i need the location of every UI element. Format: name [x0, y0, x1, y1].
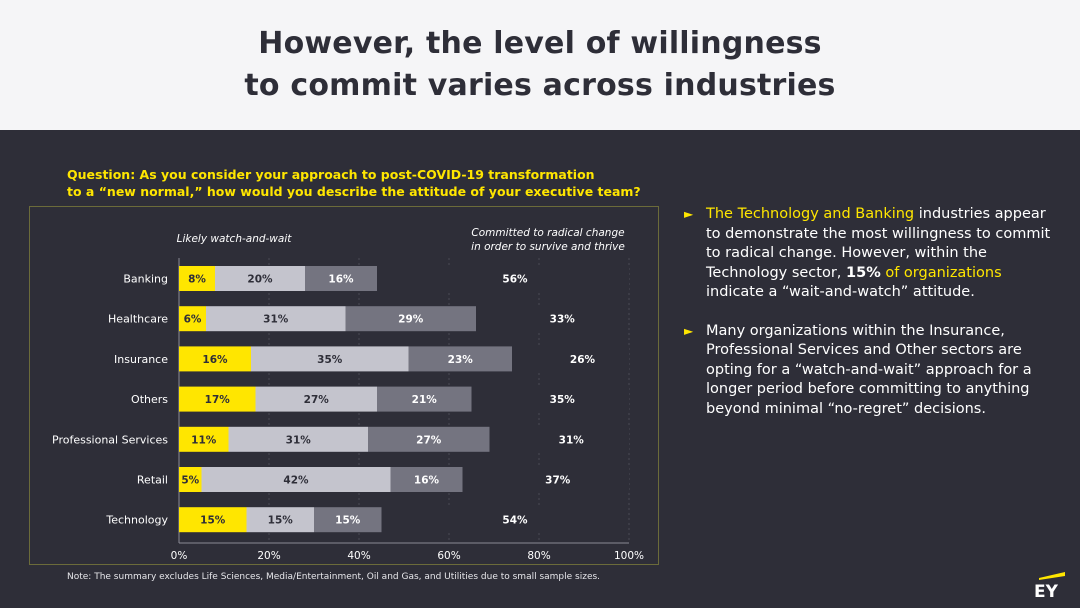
category-label: Healthcare	[108, 313, 168, 326]
ey-logo-beam	[1039, 572, 1065, 580]
category-label: Technology	[105, 514, 168, 527]
bar-segment	[179, 386, 256, 412]
arrow-icon: ►	[684, 323, 694, 338]
title-line-2: to commit varies across industries	[244, 68, 836, 103]
bar-segment	[471, 386, 629, 412]
data-label: 20%	[247, 274, 273, 286]
arrow-icon: ►	[684, 207, 694, 221]
bar-segment	[377, 266, 629, 291]
bar-segment	[179, 346, 251, 372]
annotation-committed-line-2: in order to survive and thrive	[471, 241, 625, 253]
bar-segment	[377, 386, 472, 412]
bar-segment	[305, 266, 377, 291]
bar-segment	[179, 306, 206, 332]
x-tick-label: 40%	[347, 550, 370, 562]
data-label: 21%	[412, 394, 438, 406]
category-label: Others	[131, 393, 168, 406]
data-label: 54%	[502, 515, 528, 527]
x-tick-label: 60%	[437, 550, 460, 562]
data-label: 16%	[414, 475, 440, 487]
bar-segment	[179, 426, 229, 452]
data-label: 35%	[550, 394, 576, 406]
annotation-watch-and-wait: Likely watch-and-wait	[177, 233, 293, 245]
data-label: 37%	[545, 475, 571, 487]
footnote: Note: The summary excludes Life Sciences…	[67, 572, 601, 582]
data-label: 31%	[286, 434, 312, 446]
data-label: 56%	[502, 274, 528, 286]
category-label: Professional Services	[52, 433, 168, 446]
bar-segment	[179, 467, 202, 492]
bar-segment	[489, 426, 629, 452]
bar-segment	[512, 346, 629, 372]
finding-2: ► Many organizations within the Insuranc…	[684, 322, 1054, 420]
data-label: 27%	[304, 394, 330, 406]
bar-segment	[215, 266, 305, 291]
finding-1-percent: 15%	[846, 264, 881, 281]
data-label: 23%	[448, 354, 474, 366]
bar-segment	[179, 266, 215, 291]
data-label: 5%	[181, 475, 199, 487]
bar-segment	[255, 386, 377, 412]
finding-2-text: Many organizations within the Insurance,…	[706, 322, 1032, 417]
data-label: 15%	[200, 515, 226, 527]
bar-segment	[368, 426, 490, 452]
bar-segment	[314, 507, 382, 533]
category-label: Retail	[137, 474, 168, 487]
category-label: Insurance	[114, 353, 168, 366]
x-tick-label: 100%	[614, 550, 644, 562]
data-label: 27%	[416, 434, 442, 446]
data-label: 31%	[263, 314, 289, 326]
key-findings: ► The Technology and Banking industries …	[684, 205, 1054, 419]
data-label: 11%	[191, 434, 217, 446]
data-label: 31%	[559, 434, 585, 446]
bar-segment	[381, 507, 625, 533]
data-label: 35%	[317, 354, 343, 366]
finding-1-highlight: The Technology and Banking	[706, 206, 915, 222]
page-title: However, the level of willingness to com…	[244, 23, 835, 107]
chart-frame	[29, 206, 659, 565]
data-label: 15%	[335, 515, 361, 527]
category-label: Banking	[123, 273, 168, 286]
data-label: 6%	[184, 314, 202, 326]
data-label: 33%	[550, 314, 576, 326]
x-tick-label: 0%	[171, 550, 188, 562]
finding-1-text: industries appear to demonstrate the mos…	[706, 206, 1051, 281]
question-line-1: Question: As you consider your approach …	[67, 167, 595, 182]
bar-segment	[201, 467, 391, 492]
x-tick-label: 80%	[527, 550, 550, 562]
data-label: 17%	[205, 394, 231, 406]
survey-question: Question: As you consider your approach …	[67, 166, 667, 200]
data-label: 16%	[202, 354, 228, 366]
data-label: 29%	[398, 314, 424, 326]
bar-segment	[408, 346, 512, 372]
bar-segment	[476, 306, 625, 332]
bar-segment	[246, 507, 314, 533]
bar-segment	[228, 426, 368, 452]
ey-logo: EY	[1034, 572, 1065, 598]
data-label: 42%	[283, 475, 309, 487]
bar-segment	[179, 507, 247, 533]
annotation-committed-line-1: Committed to radical change	[471, 227, 624, 239]
bar-segment	[206, 306, 346, 332]
data-label: 16%	[328, 274, 354, 286]
title-line-1: However, the level of willingness	[258, 26, 822, 61]
data-label: 26%	[570, 354, 596, 366]
data-label: 8%	[188, 274, 206, 286]
bar-segment	[345, 306, 476, 332]
finding-1-highlight-2: of organizations	[880, 264, 1002, 281]
x-tick-label: 20%	[257, 550, 280, 562]
finding-1-text-end: indicate a “wait-and-watch” attitude.	[706, 284, 975, 300]
finding-1: ► The Technology and Banking industries …	[684, 205, 1054, 303]
data-label: 15%	[268, 515, 294, 527]
question-line-2: to a “new normal,” how would you describ…	[67, 184, 641, 199]
bar-segment	[462, 467, 629, 492]
bar-segment	[251, 346, 409, 372]
bar-segment	[390, 467, 463, 492]
ey-logo-text: EY	[1034, 582, 1059, 598]
header: However, the level of willingness to com…	[0, 0, 1080, 130]
